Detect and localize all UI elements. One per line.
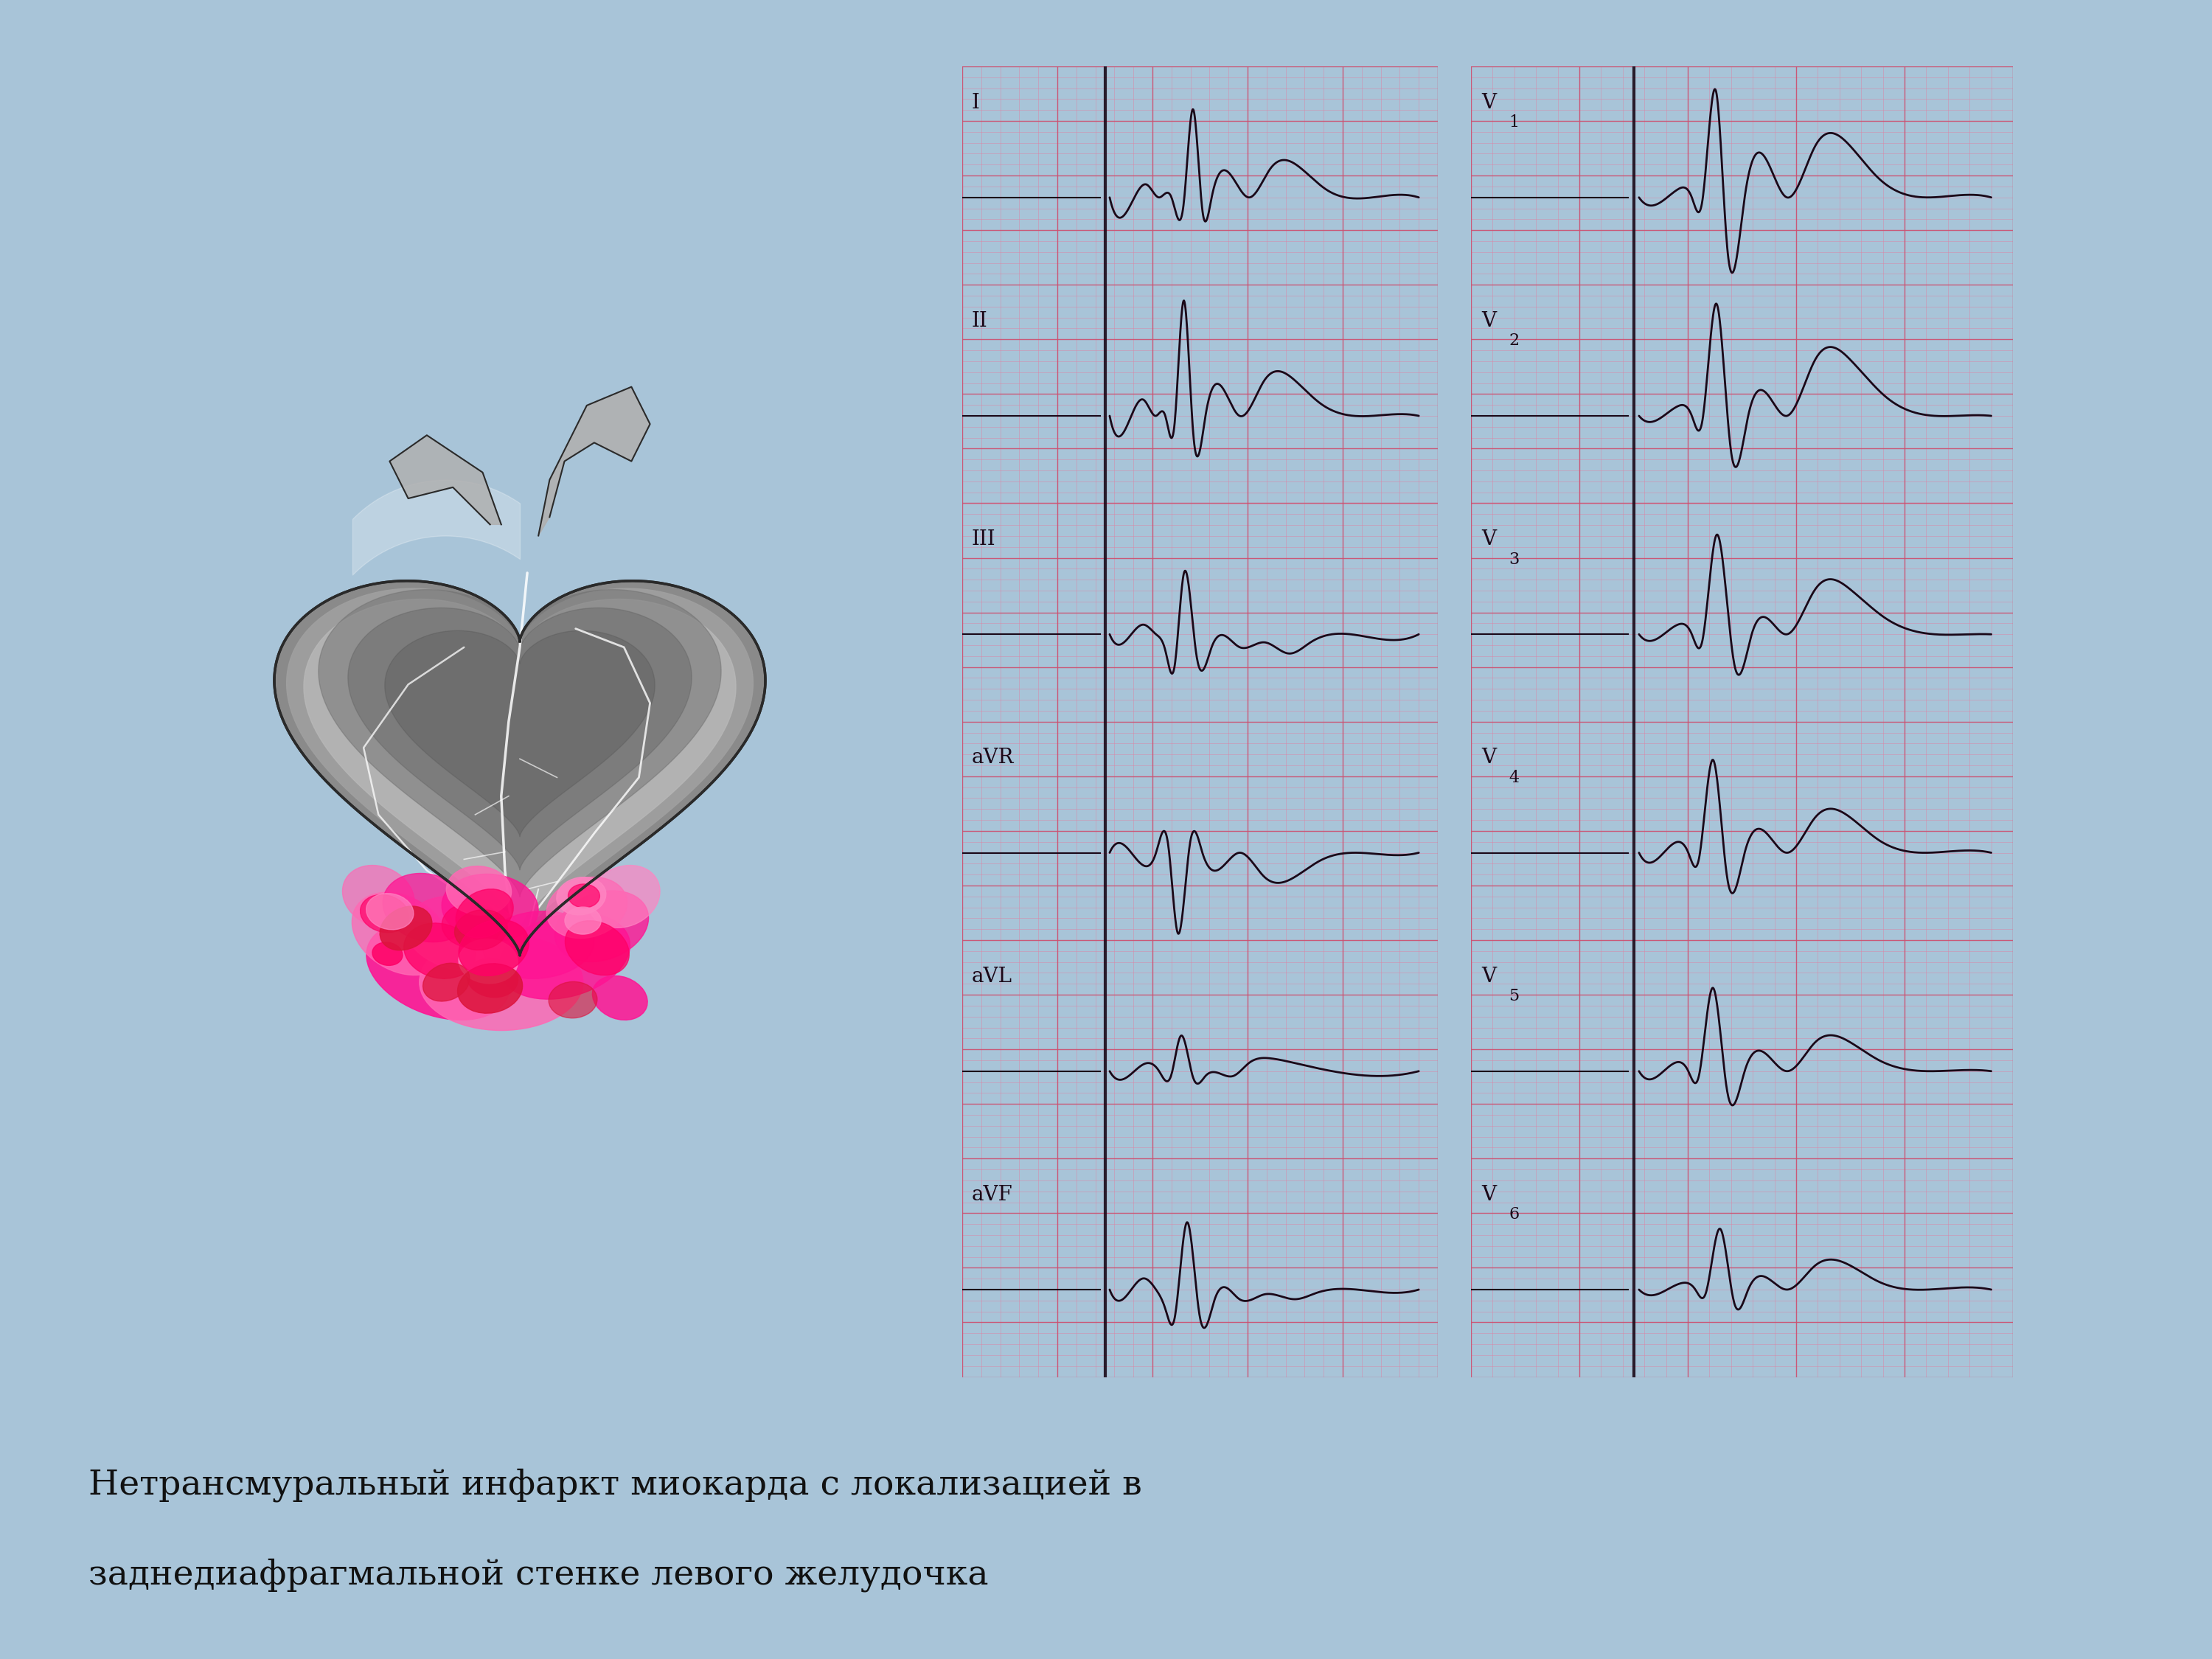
- Ellipse shape: [564, 907, 602, 934]
- Ellipse shape: [422, 964, 469, 1002]
- Ellipse shape: [500, 912, 630, 999]
- Text: V: V: [1482, 1185, 1498, 1204]
- Ellipse shape: [367, 894, 414, 929]
- Polygon shape: [319, 589, 721, 898]
- Text: I: I: [971, 93, 980, 113]
- Polygon shape: [288, 589, 752, 944]
- Text: II: II: [971, 310, 989, 330]
- Ellipse shape: [456, 889, 513, 937]
- Text: 5: 5: [1509, 989, 1520, 1004]
- Ellipse shape: [405, 896, 522, 972]
- Ellipse shape: [447, 866, 511, 916]
- Ellipse shape: [343, 866, 414, 927]
- Polygon shape: [538, 387, 650, 536]
- Ellipse shape: [405, 922, 476, 979]
- Ellipse shape: [458, 919, 529, 975]
- Ellipse shape: [557, 878, 606, 914]
- Ellipse shape: [367, 922, 509, 1020]
- Ellipse shape: [352, 893, 449, 975]
- Text: заднедиафрагмальной стенке левого желудочка: заднедиафрагмальной стенке левого желудо…: [88, 1558, 989, 1593]
- Text: aVF: aVF: [971, 1185, 1013, 1204]
- Ellipse shape: [442, 874, 538, 941]
- Text: 4: 4: [1509, 770, 1520, 786]
- Polygon shape: [389, 435, 502, 524]
- Ellipse shape: [549, 982, 597, 1019]
- Ellipse shape: [420, 934, 584, 1030]
- Ellipse shape: [442, 902, 502, 947]
- Text: 6: 6: [1509, 1206, 1520, 1223]
- Ellipse shape: [458, 964, 522, 1014]
- Ellipse shape: [564, 921, 628, 975]
- Ellipse shape: [361, 894, 409, 932]
- Text: V: V: [1482, 529, 1498, 549]
- Ellipse shape: [380, 906, 431, 951]
- Ellipse shape: [555, 891, 648, 962]
- Ellipse shape: [372, 942, 403, 966]
- Text: 3: 3: [1509, 551, 1520, 567]
- Ellipse shape: [383, 873, 471, 942]
- Ellipse shape: [593, 975, 648, 1020]
- Ellipse shape: [568, 884, 599, 907]
- Polygon shape: [347, 607, 692, 869]
- Text: V: V: [1482, 310, 1498, 330]
- Polygon shape: [274, 581, 765, 956]
- Ellipse shape: [467, 959, 518, 997]
- Ellipse shape: [456, 909, 507, 951]
- Ellipse shape: [546, 878, 626, 939]
- Ellipse shape: [458, 939, 518, 984]
- Text: V: V: [1482, 966, 1498, 985]
- Text: Нетрансмуральный инфаркт миокарда с локализацией в: Нетрансмуральный инфаркт миокарда с лока…: [88, 1468, 1141, 1501]
- Polygon shape: [385, 630, 655, 836]
- Ellipse shape: [588, 866, 659, 927]
- Text: III: III: [971, 529, 995, 549]
- Text: aVL: aVL: [971, 966, 1013, 985]
- Text: 1: 1: [1509, 114, 1520, 131]
- Text: V: V: [1482, 748, 1498, 768]
- Text: 2: 2: [1509, 333, 1520, 348]
- Text: V: V: [1482, 93, 1498, 113]
- Ellipse shape: [482, 911, 595, 979]
- Polygon shape: [303, 599, 737, 929]
- Text: aVR: aVR: [971, 748, 1013, 768]
